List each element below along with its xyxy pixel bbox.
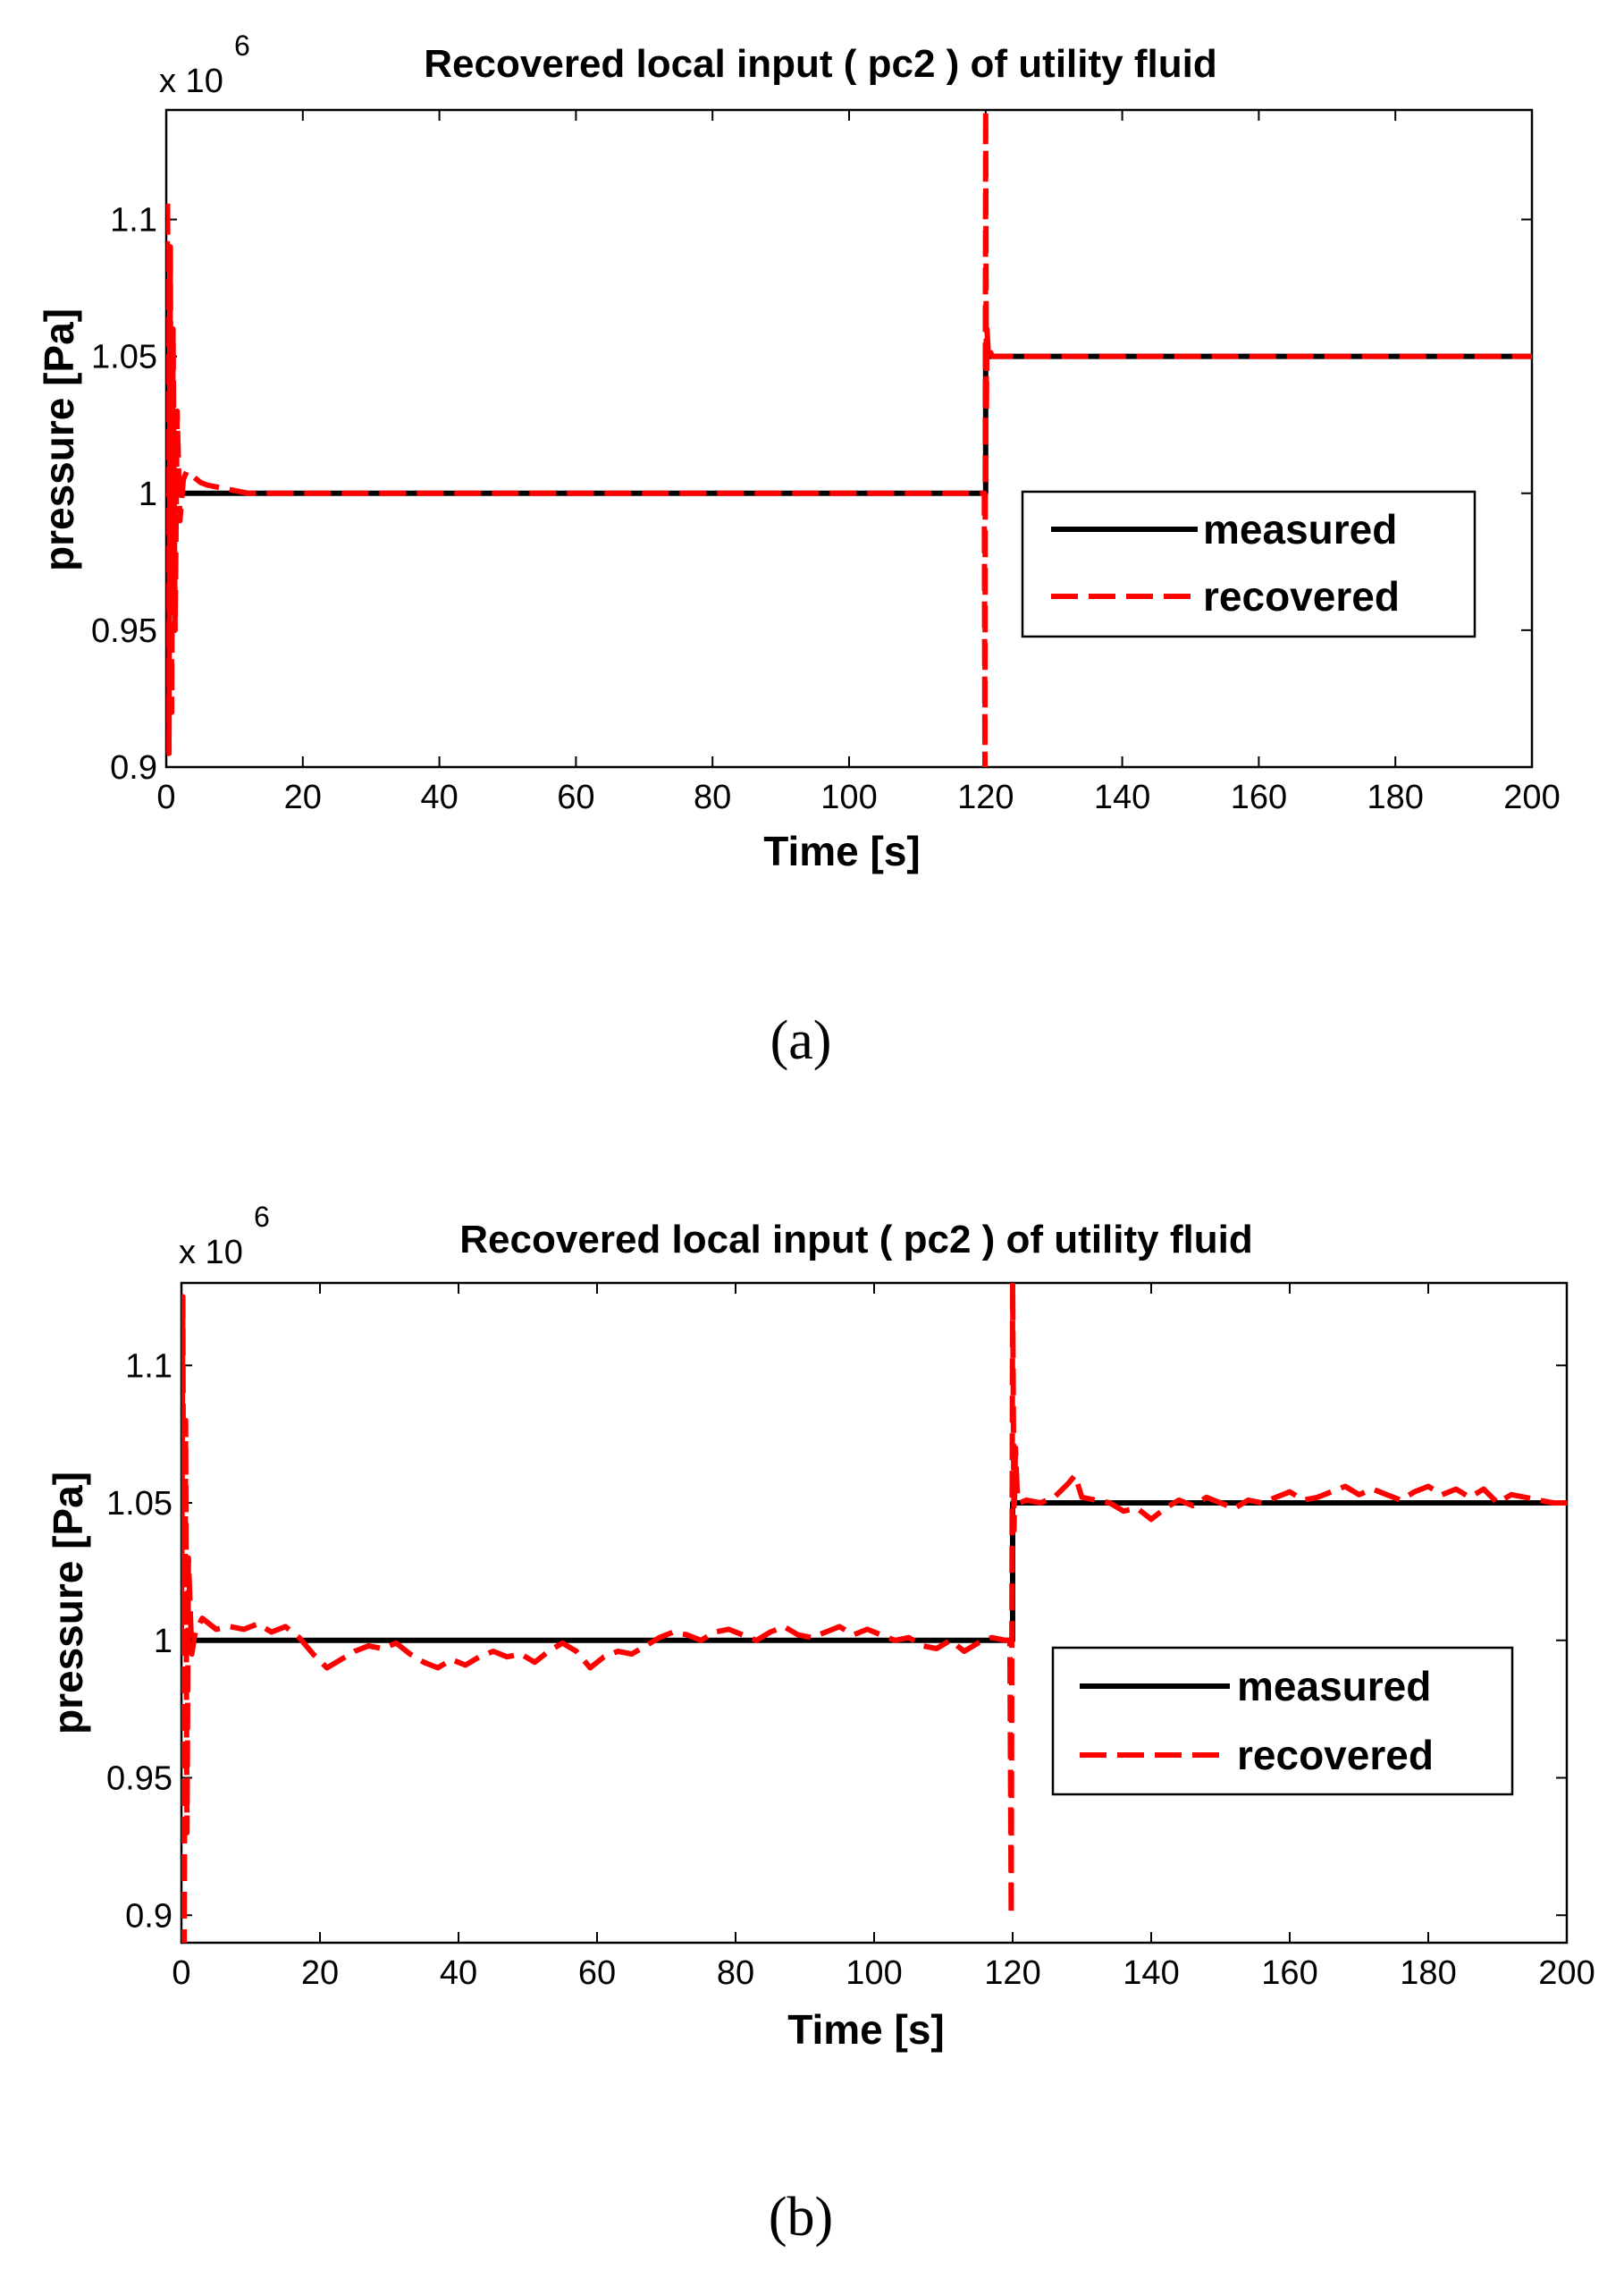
legend-b: measured recovered <box>1051 1646 1514 1796</box>
x-axis-label-b: Time [s] <box>787 2006 945 2053</box>
y-tick-label: 1.05 <box>106 1485 172 1523</box>
x-tick-label: 160 <box>1261 1954 1317 1992</box>
series-line-recovered <box>181 1283 1567 1943</box>
y-multiplier-base-b: x 10 <box>179 1234 243 1271</box>
y-tick-label: 1.1 <box>110 202 157 240</box>
y-axis-label-a: pressure [Pa] <box>36 308 82 571</box>
plot-area-b <box>180 1281 1569 1945</box>
x-tick-label: 140 <box>1123 1954 1179 1992</box>
y-multiplier-exp-b: 6 <box>254 1201 270 1233</box>
x-ticks-a: 0 20 40 60 80 100 120 140 160 180 200 <box>156 110 1561 816</box>
x-tick-label: 180 <box>1367 779 1423 816</box>
x-tick-label: 100 <box>846 1954 902 1992</box>
y-tick-label: 0.95 <box>106 1760 172 1798</box>
y-tick-label: 0.9 <box>125 1897 172 1935</box>
x-tick-label: 20 <box>301 1954 339 1992</box>
series-clip <box>166 110 1532 767</box>
plot-area-a <box>164 108 1534 769</box>
chart-title-a: Recovered local input ( pc2 ) of utility… <box>424 42 1216 86</box>
x-tick-label: 40 <box>440 1954 477 1992</box>
x-tick-label: 20 <box>284 779 322 816</box>
y-tick-label: 0.95 <box>91 612 157 650</box>
x-tick-label: 60 <box>578 1954 616 1992</box>
x-tick-label: 40 <box>420 779 458 816</box>
x-ticks-b: 0 20 40 60 80 100 120 140 160 180 200 <box>172 1283 1595 1992</box>
x-tick-label: 80 <box>694 779 731 816</box>
x-tick-label: 0 <box>156 779 175 816</box>
series-group-a <box>166 110 1532 767</box>
legend-label-recovered-b: recovered <box>1237 1732 1434 1778</box>
y-ticks-b: 0.9 0.95 1 1.05 1.1 <box>106 1347 1567 1935</box>
y-axis-label-b: pressure [Pa] <box>45 1472 91 1734</box>
legend-a: measured recovered <box>1021 490 1477 638</box>
panel-b: Recovered local input ( pc2 ) of utility… <box>45 1201 1595 2248</box>
x-tick-label: 100 <box>820 779 877 816</box>
x-tick-label: 200 <box>1503 779 1560 816</box>
legend-label-recovered-a: recovered <box>1203 573 1400 620</box>
chart-title-b: Recovered local input ( pc2 ) of utility… <box>459 1218 1252 1261</box>
x-tick-label: 200 <box>1538 1954 1595 1992</box>
legend-box-b <box>1051 1646 1514 1796</box>
x-tick-label: 180 <box>1400 1954 1456 1992</box>
y-multiplier-base-a: x 10 <box>159 63 223 100</box>
y-ticks-a: 0.9 0.95 1 1.05 1.1 <box>91 202 1532 787</box>
x-tick-label: 160 <box>1231 779 1287 816</box>
x-tick-label: 80 <box>717 1954 754 1992</box>
x-tick-label: 120 <box>957 779 1014 816</box>
legend-label-measured-b: measured <box>1237 1663 1431 1709</box>
y-tick-label: 1.1 <box>125 1347 172 1385</box>
x-tick-label: 140 <box>1094 779 1150 816</box>
panel-label-a: (a) <box>770 1010 832 1071</box>
y-tick-label: 1 <box>154 1623 172 1660</box>
x-tick-label: 0 <box>172 1954 190 1992</box>
x-tick-label: 120 <box>984 1954 1040 1992</box>
legend-label-measured-a: measured <box>1203 506 1397 553</box>
panel-label-b: (b) <box>769 2187 833 2248</box>
series-line-recovered <box>166 110 1532 767</box>
legend-box-a <box>1021 490 1477 638</box>
y-tick-label: 1.05 <box>91 339 157 376</box>
series-group-b <box>181 1283 1567 1943</box>
x-tick-label: 60 <box>557 779 594 816</box>
panel-a: Recovered local input ( pc2 ) of utility… <box>36 30 1561 1071</box>
x-axis-label-a: Time [s] <box>763 828 921 874</box>
y-multiplier-exp-a: 6 <box>234 30 250 62</box>
y-tick-label: 1 <box>139 476 157 513</box>
y-tick-label: 0.9 <box>110 749 157 787</box>
series-clip <box>181 1283 1567 1943</box>
